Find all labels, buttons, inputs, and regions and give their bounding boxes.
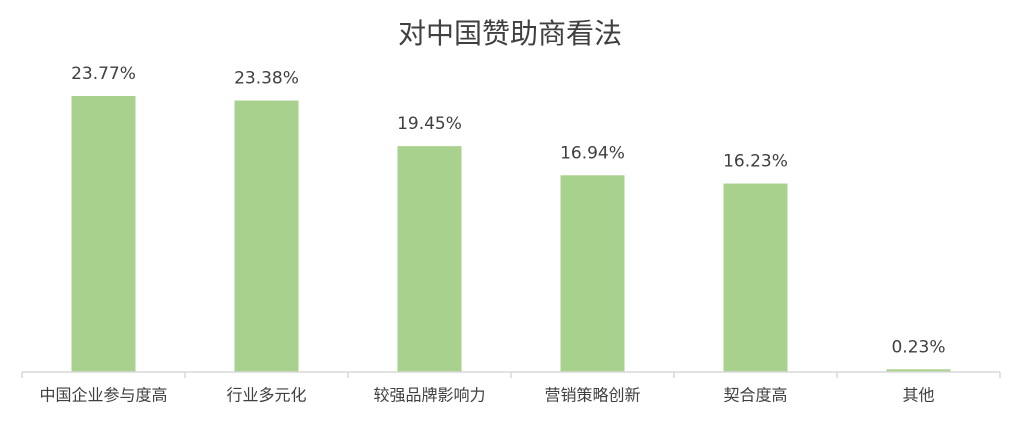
bar <box>886 369 951 372</box>
bar <box>397 146 462 372</box>
x-tick-label: 较强品牌影响力 <box>373 386 485 405</box>
value-label: 19.45% <box>397 114 462 134</box>
value-label: 16.94% <box>560 143 625 163</box>
chart-title: 对中国赞助商看法 <box>398 17 622 50</box>
x-tick-label: 其他 <box>902 386 934 405</box>
x-tick-label: 行业多元化 <box>226 386 306 405</box>
x-tick-label: 中国企业参与度高 <box>39 386 167 405</box>
bar <box>723 183 788 372</box>
value-label: 23.77% <box>71 64 136 84</box>
value-label: 0.23% <box>891 337 945 357</box>
value-label: 16.23% <box>723 152 788 172</box>
bar <box>234 100 299 373</box>
x-tick-label: 契合度高 <box>723 386 787 405</box>
x-tick-label: 营销策略创新 <box>544 386 640 405</box>
value-label: 23.38% <box>234 69 299 89</box>
bar <box>560 175 625 372</box>
bar <box>71 96 136 372</box>
